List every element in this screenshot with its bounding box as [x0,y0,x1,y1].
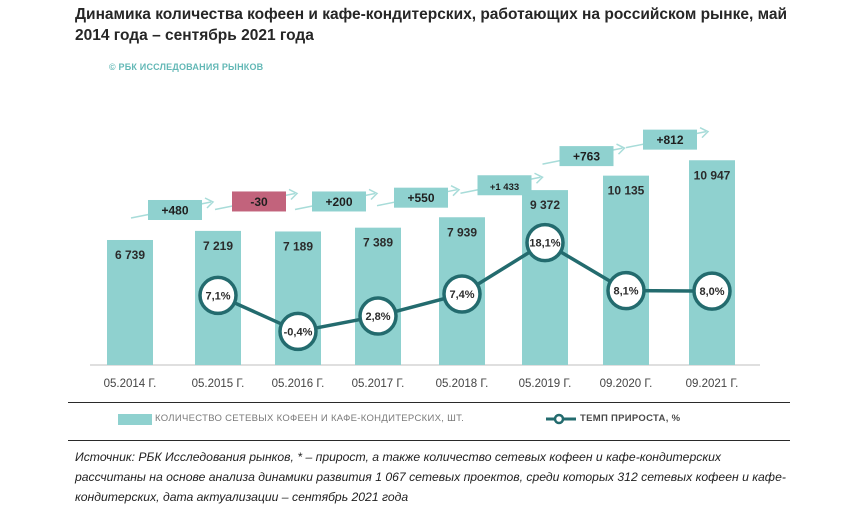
growth-rate-label: 18,1% [529,238,560,250]
increment-label: +812 [656,133,683,147]
bar-value-label: 10 947 [694,168,731,182]
legend-line-swatch [546,413,576,425]
growth-rate-label: 8,1% [613,286,638,298]
increment-arrowhead [450,185,461,197]
increment-box [559,146,614,167]
growth-rate-marker [442,274,482,314]
increment-arrowhead [616,143,626,155]
divider-top [68,402,790,403]
legend-bar-swatch [118,414,152,425]
growth-rate-marker [198,275,238,316]
growth-rate-marker [278,311,318,352]
legend-line-label: ТЕМП ПРИРОСТА, % [580,413,681,424]
bar [107,239,153,365]
growth-rate-marker [692,271,732,311]
divider-bottom [68,440,790,441]
legend-bar-label: КОЛИЧЕСТВО СЕТЕВЫХ КОФЕЕН И КАФЕ-КОНДИТЕ… [155,413,465,424]
bar-value-label: 7 189 [283,239,313,253]
source-note: Источник: РБК Исследования рынков, * – п… [75,450,786,504]
bar [522,190,568,365]
increment-label: +1 433 [490,182,519,193]
growth-rate-label: 7,4% [449,289,474,301]
chart-title: Динамика количества кофеен и кафе-кондит… [75,6,788,44]
growth-rate-marker [606,270,646,311]
x-tick-label: 05.2017 Г. [352,378,405,390]
growth-rate-marker [525,222,565,263]
bar-value-label: 6 739 [115,248,145,262]
increment-arrowhead [699,126,710,139]
increment-label: -30 [250,195,268,209]
x-tick-label: 05.2015 Г. [192,378,245,390]
x-tick-label: 05.2018 Г. [436,378,489,390]
x-tick-label: 05.2016 Г. [272,378,325,390]
increment-box [232,191,286,212]
x-tick-label: 09.2021 Г. [686,378,739,390]
brand-watermark: © РБК ИССЛЕДОВАНИЯ РЫНКОВ [109,62,264,72]
increment-box [148,199,202,220]
bar-value-label: 7 219 [203,239,233,253]
growth-rate-label: 8,0% [699,286,724,298]
bar-value-label: 7 389 [363,236,393,250]
increment-arrowhead [204,197,215,209]
x-tick-label: 05.2014 Г. [104,378,157,390]
bar [603,175,649,365]
growth-rate-label: 7,1% [205,290,230,302]
increment-label: +550 [407,191,434,205]
bar-value-label: 7 939 [447,225,477,239]
bar-value-label: 9 372 [530,198,560,212]
increment-box [394,187,448,208]
bar-value-label: 10 135 [608,184,645,198]
bar [689,160,735,365]
increment-box [477,175,532,196]
increment-box [643,129,697,150]
chart-area: 6 739 05.2014 Г. 7 219 05.2015 Г. 7 189 05.20… [90,126,760,390]
increment-arrowhead [534,172,544,184]
increment-box [312,191,366,212]
growth-rate-label: 2,8% [365,311,390,323]
x-tick-label: 05.2019 Г. [519,378,572,390]
growth-rate-marker [358,296,398,336]
increment-label: +480 [161,203,188,217]
x-tick-label: 09.2020 Г. [600,378,653,390]
growth-rate-label: -0,4% [284,326,313,338]
increment-arrowhead [368,188,379,200]
increment-label: +763 [573,150,600,164]
increment-arrowhead [288,188,299,200]
increment-label: +200 [325,195,352,209]
